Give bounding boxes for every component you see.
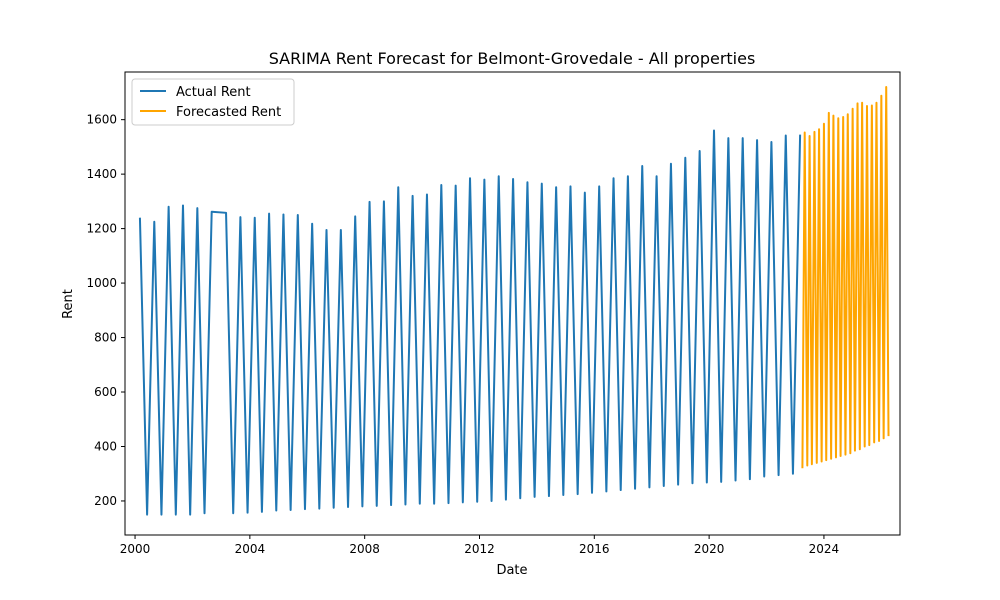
x-tick-label: 2004 [235, 542, 266, 556]
legend-box [131, 78, 295, 126]
plot-area [138, 85, 890, 516]
x-tick-label: 2016 [579, 542, 610, 556]
x-axis: 2000 2004 2008 2012 2016 2020 2024 [120, 535, 839, 556]
y-tick-label: 800 [94, 331, 117, 345]
y-axis-title: Rent [61, 289, 76, 319]
x-tick-label: 2000 [120, 542, 151, 556]
y-tick-label: 400 [94, 439, 117, 453]
y-tick-label: 200 [94, 494, 117, 508]
legend: Actual Rent Forecasted Rent [131, 78, 295, 126]
y-tick-label: 600 [94, 385, 117, 399]
x-tick-label: 2008 [349, 542, 380, 556]
x-tick-label: 2012 [464, 542, 495, 556]
x-tick-label: 2024 [809, 542, 840, 556]
x-axis-title: Date [496, 563, 527, 578]
y-axis: 200 400 600 800 1000 1200 1400 1600 [86, 113, 125, 508]
y-tick-label: 1400 [86, 167, 117, 181]
legend-label-forecast: Forecasted Rent [176, 105, 281, 120]
plot-frame [124, 71, 901, 536]
y-tick-label: 1600 [86, 113, 117, 127]
x-tick-label: 2020 [694, 542, 725, 556]
series-line-actual [138, 129, 802, 516]
y-tick-label: 1200 [86, 222, 117, 236]
y-tick-label: 1000 [86, 276, 117, 290]
chart-title: SARIMA Rent Forecast for Belmont-Groveda… [269, 49, 756, 68]
legend-label-actual: Actual Rent [176, 85, 251, 100]
series-line-forecast [801, 85, 890, 469]
